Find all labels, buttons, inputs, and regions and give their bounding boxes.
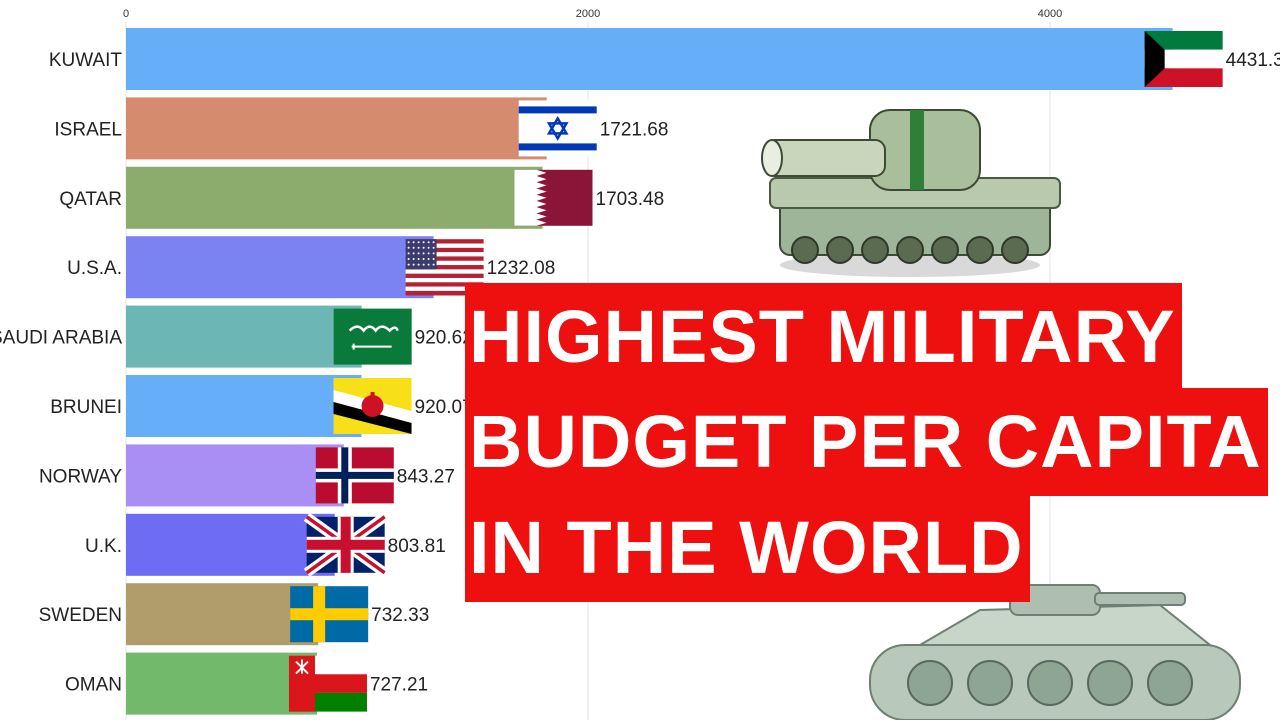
sweden-flag-icon (290, 586, 369, 643)
value-label: 732.33 (371, 605, 429, 626)
category-label: SAUDI ARABIA (0, 328, 122, 349)
category-label: ISRAEL (54, 119, 122, 140)
value-label: 727.21 (370, 675, 428, 696)
kuwait-flag-icon (1144, 31, 1223, 87)
saudi-arabia-flag-icon (333, 308, 412, 365)
bar (126, 97, 547, 160)
value-label: 803.81 (388, 536, 446, 557)
value-label: 1232.08 (487, 258, 556, 279)
money-tank-icon (761, 109, 1061, 277)
bar (126, 583, 319, 646)
money-tank-icon (869, 584, 1241, 720)
bars (126, 28, 1173, 715)
bar (126, 28, 1173, 90)
x-tick-label: 4000 (1038, 8, 1062, 20)
title-line-3: IN THE WORLD (465, 494, 1030, 602)
x-tick-label: 0 (123, 8, 129, 20)
israel-flag-icon (518, 100, 597, 157)
norway-flag-icon (315, 447, 394, 504)
bar (126, 513, 335, 576)
flags (288, 31, 1223, 712)
title-line-2: BUDGET PER CAPITA (465, 388, 1268, 496)
bar (126, 375, 362, 437)
value-label: 1721.68 (600, 119, 669, 140)
uk-flag-icon (303, 512, 388, 577)
category-label: U.S.A. (67, 258, 122, 279)
value-label: 843.27 (397, 466, 455, 487)
bar (126, 305, 362, 368)
x-tick-label: 2000 (576, 8, 600, 20)
category-label: NORWAY (39, 466, 122, 487)
value-label: 1703.48 (596, 189, 665, 210)
category-label: SWEDEN (39, 605, 122, 626)
qatar-flag-icon (514, 169, 593, 226)
brunei-flag-icon (333, 378, 412, 434)
value-label: 4431.39 (1226, 50, 1280, 71)
illustrations (761, 109, 1241, 720)
usa-flag-icon (405, 239, 484, 296)
bar (126, 444, 344, 507)
labels: KUWAIT 4431.39 ISRAEL 1721.68 QATAR 1703.48 U.… (0, 50, 1280, 696)
bar (126, 652, 317, 715)
value-label: 920.62 (415, 328, 473, 349)
oman-flag-icon (288, 655, 367, 712)
category-label: U.K. (85, 536, 122, 557)
category-label: QATAR (59, 189, 122, 210)
x-axis-ticks: 0 2000 4000 (123, 8, 1062, 20)
value-label: 920.07 (415, 397, 473, 418)
category-label: KUWAIT (49, 50, 123, 71)
category-label: BRUNEI (50, 397, 122, 418)
bar (126, 166, 543, 229)
title-line-1: HIGHEST MILITARY (465, 283, 1182, 391)
bar (126, 236, 434, 299)
category-label: OMAN (65, 675, 122, 696)
